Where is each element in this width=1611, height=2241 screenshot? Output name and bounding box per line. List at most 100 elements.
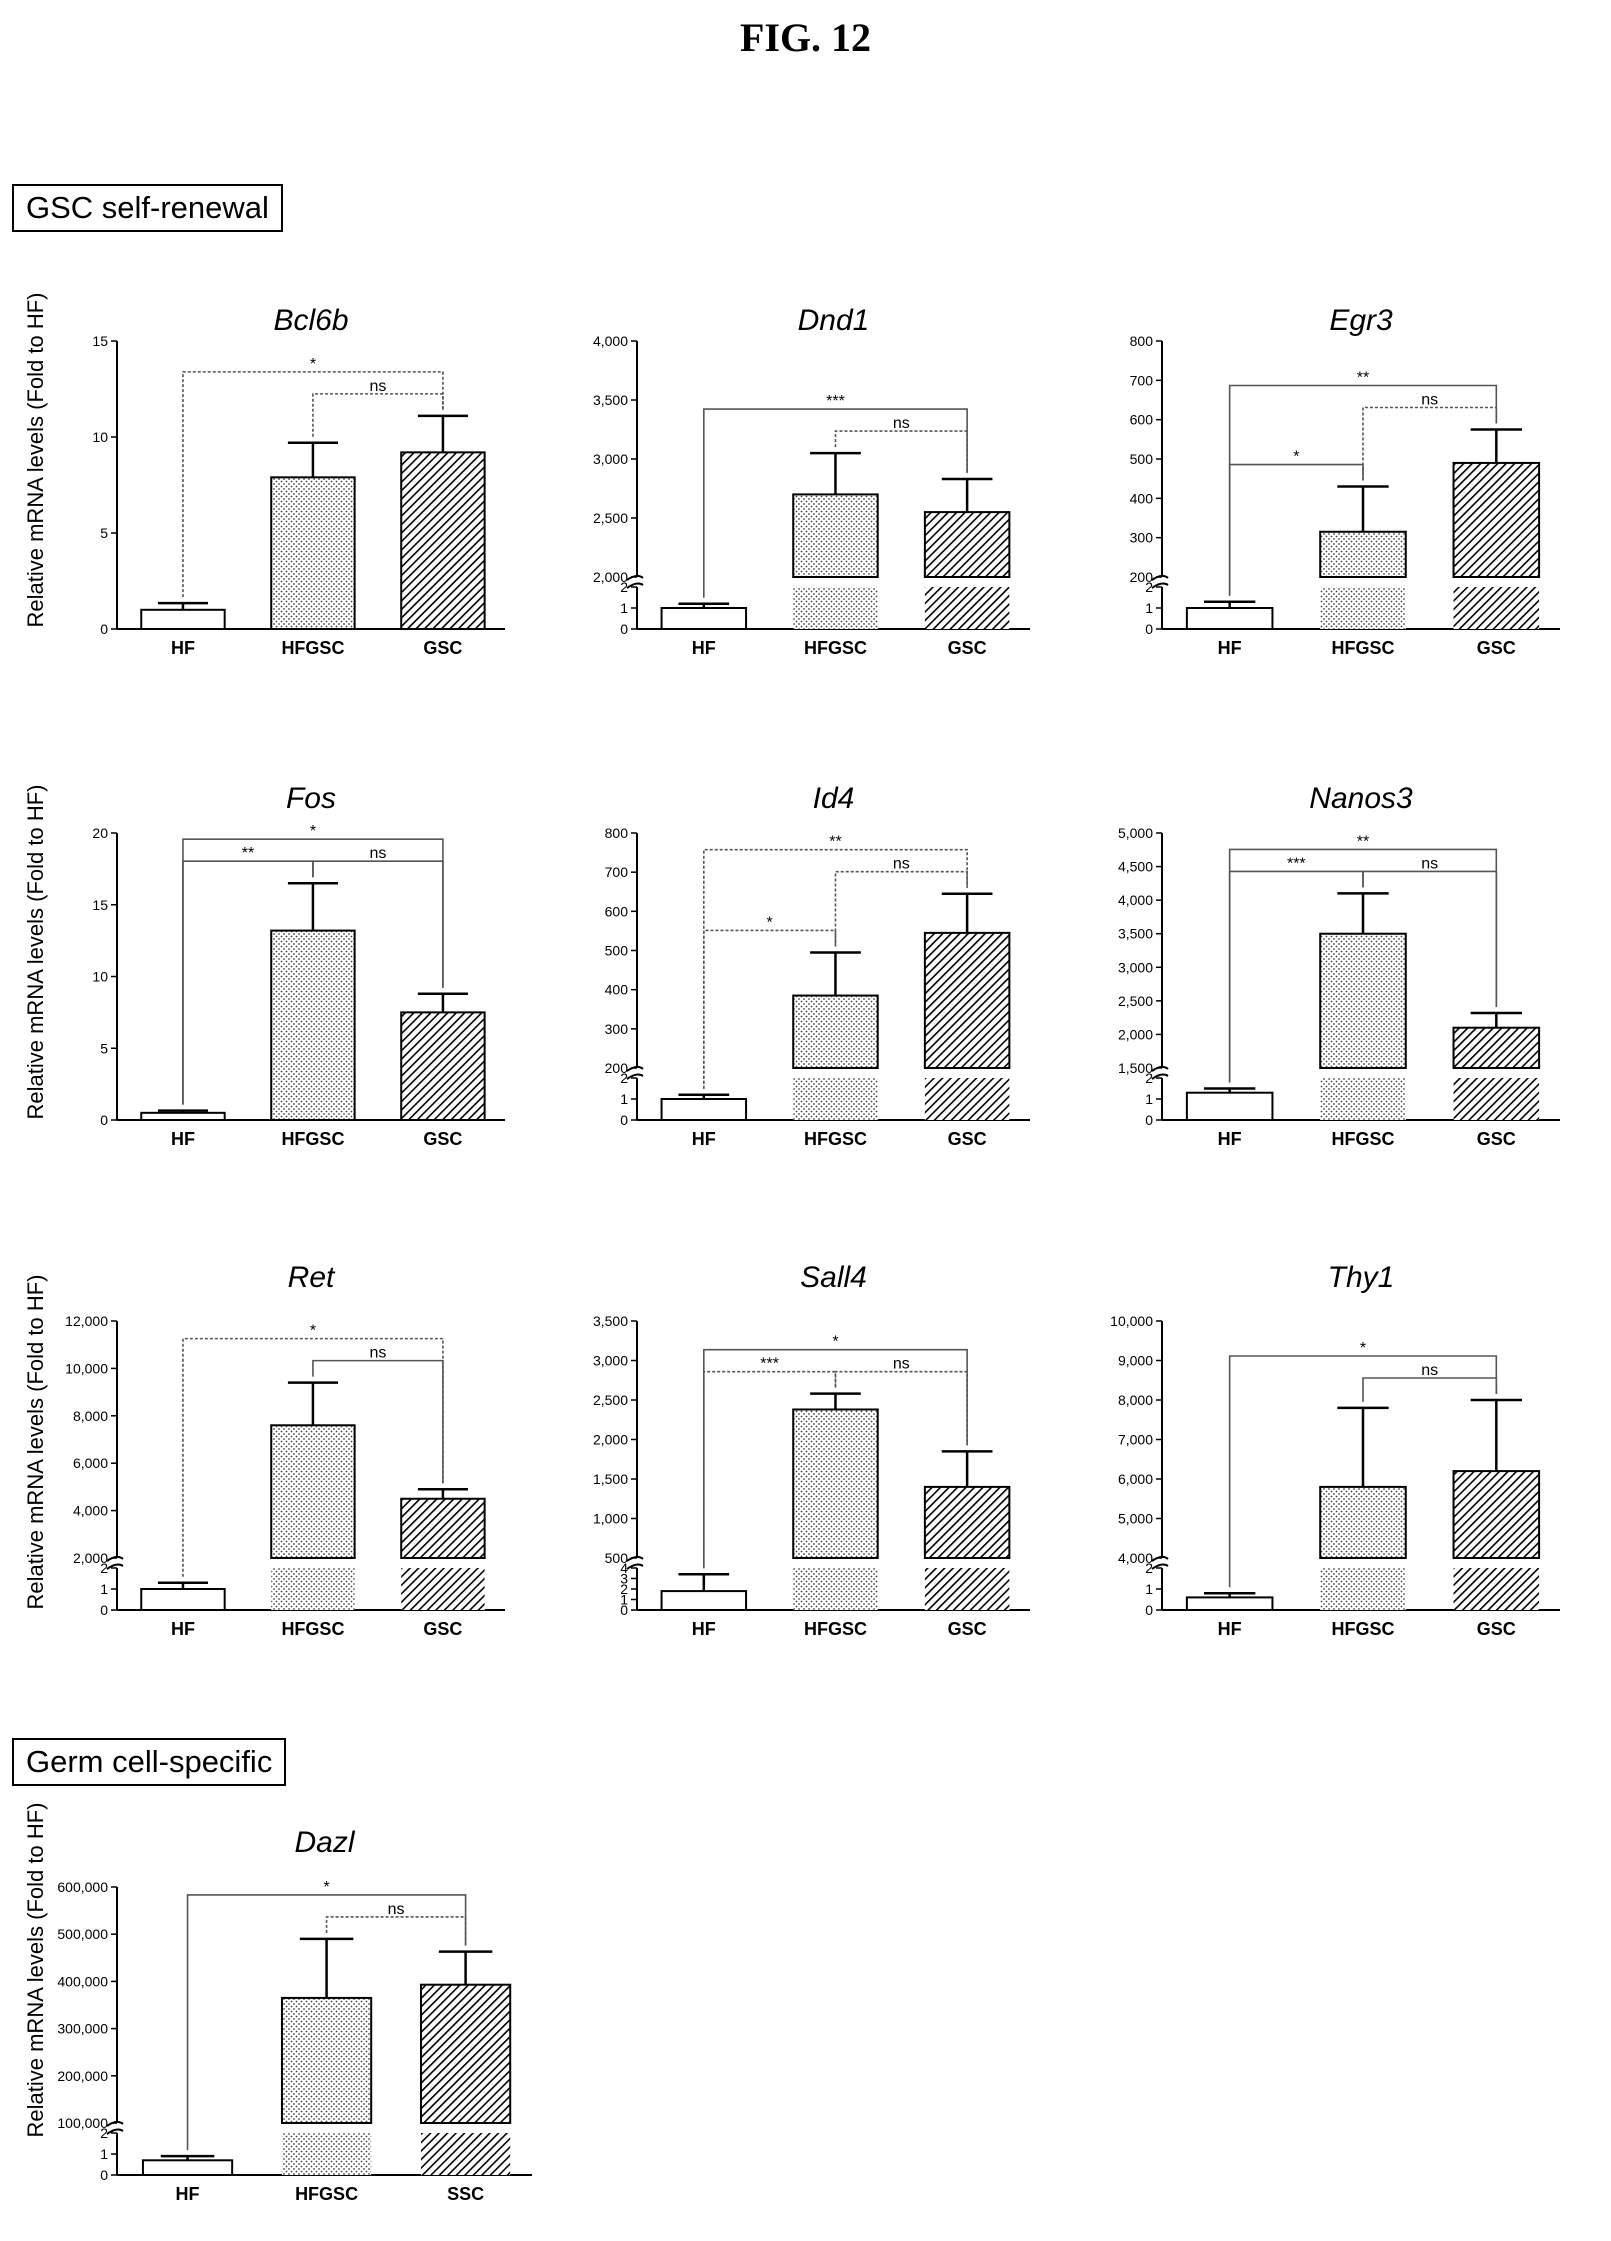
axis-break-lower-ret: [106, 1563, 124, 1570]
bar-low-segment-dnd1-2: [924, 587, 1010, 629]
bar-bcl6b-gsc: [400, 451, 486, 630]
y-tick-label-ret: 4,000: [73, 1503, 108, 1519]
significance-bracket-thy1-0-2: [1228, 1355, 1498, 1588]
significance-bracket-dnd1-1-2: [834, 430, 968, 474]
axis-break-upper-egr3: [1151, 574, 1169, 581]
bar-id4-hf: [660, 1098, 748, 1121]
y-tick-label-bcl6b: 15: [92, 333, 108, 349]
y-tick-label-sall4: 2,500: [593, 1392, 628, 1408]
y-tick-label-id4: 1: [620, 1091, 628, 1107]
x-tick-label-bcl6b: HF: [171, 638, 195, 658]
y-tick-label-nanos3: 4,500: [1118, 859, 1153, 875]
bar-id4-hfgsc: [792, 994, 879, 1070]
significance-bracket-fos-0-2: [182, 838, 444, 1105]
bar-ret-hf: [140, 1588, 226, 1611]
bar-low-segment-nanos3-2: [1453, 1078, 1540, 1120]
y-tick-label-id4: 400: [605, 982, 629, 998]
y-tick-label-egr3: 500: [1130, 451, 1154, 467]
bar-nanos3-hf: [1185, 1091, 1274, 1121]
y-tick-label-dazl: 100,000: [57, 2115, 108, 2131]
bar-ret-gsc: [400, 1497, 486, 1559]
y-tick-label-egr3: 2: [1145, 579, 1153, 595]
x-tick-label-nanos3: HF: [1218, 1129, 1242, 1149]
bar-low-segment-thy1-2: [1453, 1568, 1540, 1610]
y-tick-label-id4: 500: [605, 943, 629, 959]
significance-label-dnd1: ns: [893, 415, 910, 432]
significance-label-thy1: ns: [1421, 1362, 1438, 1379]
significance-bracket-sall4-1-2: [834, 1370, 968, 1446]
bar-dazl-ssc: [419, 1983, 512, 2124]
y-tick-label-nanos3: 1: [1145, 1091, 1153, 1107]
y-tick-label-thy1: 9,000: [1118, 1353, 1153, 1369]
significance-bracket-bcl6b-0-2: [182, 371, 444, 598]
y-tick-label-egr3: 800: [1130, 333, 1154, 349]
chart-title-sall4: Sall4: [800, 1261, 867, 1294]
significance-bracket-thy1-1-2: [1362, 1377, 1498, 1402]
chart-title-fos: Fos: [286, 782, 336, 815]
x-tick-label-dazl: HF: [176, 2184, 200, 2204]
bar-bcl6b-hfgsc: [270, 476, 356, 630]
significance-bracket-dazl-0-2: [186, 1894, 467, 2151]
significance-bracket-sall4-0-2: [703, 1348, 968, 1569]
y-tick-label-sall4: 3,500: [593, 1313, 628, 1329]
y-tick-label-dazl: 400,000: [57, 1973, 108, 1989]
axis-break-lower-nanos3: [1151, 1073, 1169, 1080]
axis-break-lower-id4: [626, 1073, 644, 1080]
bar-ret-hfgsc: [270, 1424, 356, 1560]
y-tick-label-nanos3: 0: [1145, 1112, 1153, 1128]
x-tick-label-id4: HF: [692, 1129, 716, 1149]
y-tick-label-id4: 700: [605, 864, 629, 880]
y-tick-label-egr3: 200: [1130, 569, 1154, 585]
significance-label-fos: *: [310, 823, 316, 840]
significance-label-bcl6b: ns: [369, 378, 386, 395]
x-tick-label-id4: HFGSC: [804, 1129, 867, 1149]
y-tick-label-id4: 200: [605, 1060, 629, 1076]
bar-low-segment-dnd1-1: [793, 587, 878, 629]
y-tick-label-egr3: 700: [1130, 372, 1154, 388]
significance-label-egr3: **: [1357, 370, 1369, 387]
x-tick-label-nanos3: HFGSC: [1331, 1129, 1394, 1149]
x-tick-label-fos: GSC: [423, 1129, 462, 1149]
axis-break-upper-ret: [106, 1555, 124, 1562]
chart-title-dazl: Dazl: [294, 1826, 355, 1859]
significance-label-sall4: ***: [760, 1356, 779, 1373]
y-tick-label-ret: 8,000: [73, 1408, 108, 1424]
significance-label-egr3: *: [1293, 449, 1299, 466]
x-tick-label-dnd1: HFGSC: [804, 638, 867, 658]
y-tick-label-ret: 12,000: [65, 1313, 108, 1329]
y-tick-label-egr3: 300: [1130, 530, 1154, 546]
x-tick-label-bcl6b: HFGSC: [281, 638, 344, 658]
y-tick-label-ret: 0: [100, 1602, 108, 1618]
x-tick-label-egr3: HF: [1218, 638, 1242, 658]
x-tick-label-thy1: HFGSC: [1331, 1619, 1394, 1639]
y-tick-label-thy1: 2: [1145, 1560, 1153, 1576]
y-tick-label-dazl: 500,000: [57, 1926, 108, 1942]
y-tick-label-thy1: 6,000: [1118, 1471, 1153, 1487]
significance-label-dazl: ns: [388, 1901, 405, 1918]
y-tick-label-sall4: 4: [620, 1560, 628, 1576]
section-label-gsc-self-renewal: GSC self-renewal: [12, 184, 283, 232]
y-tick-label-dnd1: 4,000: [593, 333, 628, 349]
x-tick-label-ret: HF: [171, 1619, 195, 1639]
x-tick-label-sall4: GSC: [948, 1619, 987, 1639]
bar-thy1-gsc: [1452, 1470, 1541, 1559]
bar-low-segment-ret-2: [401, 1568, 485, 1610]
y-tick-label-ret: 2,000: [73, 1550, 108, 1566]
y-tick-label-sall4: 1,000: [593, 1511, 628, 1527]
y-tick-label-id4: 2: [620, 1070, 628, 1086]
bar-low-segment-dazl-1: [281, 2133, 372, 2175]
chart-title-ret: Ret: [288, 1261, 336, 1294]
y-tick-label-dazl: 0: [100, 2167, 108, 2183]
significance-label-egr3: ns: [1421, 392, 1438, 409]
significance-bracket-id4-1-2: [834, 870, 968, 947]
bar-low-segment-dazl-2: [420, 2133, 511, 2175]
x-tick-label-thy1: HF: [1218, 1619, 1242, 1639]
bar-dnd1-hfgsc: [792, 493, 879, 578]
bar-fos-hfgsc: [270, 929, 356, 1122]
bar-dazl-hf: [141, 2159, 234, 2177]
y-tick-label-nanos3: 2,000: [1118, 1026, 1153, 1042]
axis-break-upper-dazl: [106, 2120, 124, 2127]
bar-egr3-gsc: [1452, 461, 1541, 578]
y-tick-label-ret: 1: [100, 1581, 108, 1597]
